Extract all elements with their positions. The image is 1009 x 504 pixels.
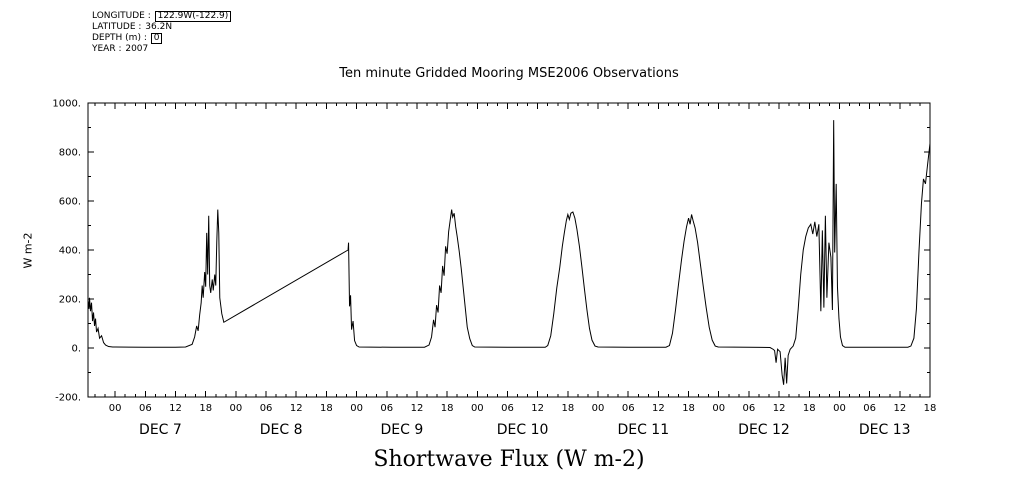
metadata-longitude-value: 122.9W(-122.9) — [154, 11, 232, 22]
day-label: DEC 8 — [260, 422, 303, 438]
x-tick-label: 06 — [622, 403, 635, 414]
metadata-latitude-label: LATITUDE : — [92, 22, 145, 32]
x-tick-label: 12 — [531, 403, 544, 414]
y-tick-label: 1000. — [52, 99, 81, 110]
flux-line — [87, 120, 931, 385]
metadata-year-label: YEAR : — [92, 43, 125, 54]
x-tick-label: 12 — [652, 403, 665, 414]
chart-caption: Shortwave Flux (W m-2) — [373, 447, 645, 472]
metadata-year-value: 2007 — [125, 43, 149, 54]
day-label: DEC 9 — [380, 422, 423, 438]
y-tick-label: 200. — [59, 295, 81, 306]
day-label: DEC 13 — [859, 422, 911, 438]
x-tick-label: 18 — [561, 403, 574, 414]
x-tick-label: 00 — [471, 403, 484, 414]
metadata-longitude-label: LONGITUDE : — [92, 11, 154, 21]
metadata-latitude-value: 36.2N — [145, 22, 173, 32]
x-tick-label: 00 — [592, 403, 605, 414]
x-tick-label: 00 — [230, 403, 243, 414]
x-tick-label: 18 — [320, 403, 333, 414]
y-tick-label: 0. — [71, 344, 81, 355]
x-tick-label: 00 — [350, 403, 363, 414]
x-tick-label: 00 — [109, 403, 122, 414]
y-tick-label: 600. — [59, 197, 81, 208]
y-tick-label: -200. — [55, 393, 81, 404]
day-label: DEC 11 — [617, 422, 669, 438]
x-tick-label: 18 — [924, 403, 937, 414]
x-tick-label: 12 — [893, 403, 906, 414]
metadata-depth-label: DEPTH (m) : — [92, 32, 150, 43]
x-tick-label: 06 — [863, 403, 876, 414]
x-tick-label: 06 — [501, 403, 514, 414]
metadata-block: LONGITUDE : 122.9W(-122.9) LATITUDE : 36… — [92, 11, 232, 55]
day-label: DEC 12 — [738, 422, 790, 438]
y-tick-label: 400. — [59, 246, 81, 257]
chart-title: Ten minute Gridded Mooring MSE2006 Obser… — [339, 66, 679, 81]
metadata-longitude: LONGITUDE : 122.9W(-122.9) — [92, 11, 232, 22]
x-tick-label: 12 — [411, 403, 424, 414]
x-tick-label: 00 — [712, 403, 725, 414]
x-tick-label: 18 — [682, 403, 695, 414]
day-label: DEC 7 — [139, 422, 182, 438]
x-tick-label: 12 — [773, 403, 786, 414]
x-tick-label: 00 — [833, 403, 846, 414]
y-axis-label: W m-2 — [21, 232, 35, 269]
x-tick-label: 06 — [139, 403, 152, 414]
metadata-depth-value: 0 — [150, 32, 163, 44]
x-tick-label: 12 — [290, 403, 303, 414]
metadata-year: YEAR : 2007 — [92, 44, 231, 55]
x-tick-label: 06 — [260, 403, 273, 414]
x-tick-label: 06 — [380, 403, 393, 414]
y-tick-label: 800. — [59, 148, 81, 159]
x-tick-label: 18 — [441, 403, 454, 414]
x-tick-label: 18 — [803, 403, 816, 414]
x-tick-label: 12 — [169, 403, 182, 414]
metadata-latitude: LATITUDE : 36.2N — [92, 22, 231, 33]
x-tick-label: 18 — [199, 403, 212, 414]
x-tick-label: 06 — [743, 403, 756, 414]
day-label: DEC 10 — [497, 422, 549, 438]
metadata-depth: DEPTH (m) : 0 — [92, 32, 231, 44]
